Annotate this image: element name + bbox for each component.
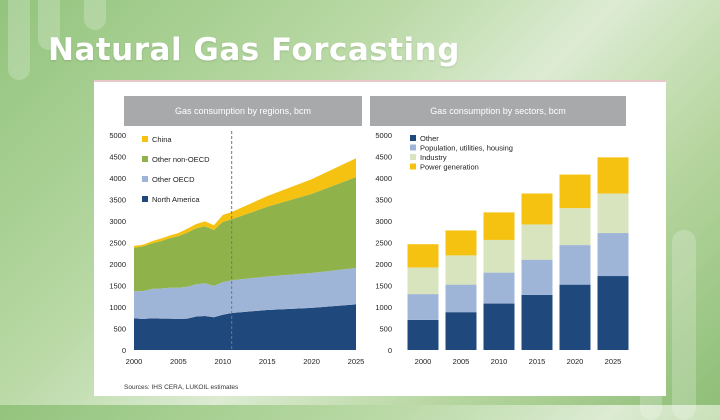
bar-segment-population-utilities-housing [483, 272, 515, 304]
sectors-x-tick-label: 2000 [415, 357, 432, 366]
bar-segment-other [407, 319, 439, 350]
regions-x-tick-label: 2025 [348, 357, 365, 366]
regions-x-tick-label: 2020 [303, 357, 320, 366]
regions-legend-label: Other OECD [152, 175, 195, 184]
sectors-x-tick-label: 2005 [453, 357, 470, 366]
regions-y-tick-label: 5000 [109, 131, 126, 140]
regions-x-tick-label: 2005 [170, 357, 187, 366]
regions-legend-swatch [142, 136, 148, 142]
sectors-y-tick-label: 1500 [375, 282, 392, 291]
sectors-x-tick-label: 2020 [567, 357, 584, 366]
sectors-y-tick-label: 3500 [375, 196, 392, 205]
regions-legend-label: Other non-OECD [152, 155, 210, 164]
sectors-y-tick-label: 2500 [375, 239, 392, 248]
sectors-legend-label: Other [420, 134, 439, 143]
sectors-y-tick-label: 5000 [375, 131, 392, 140]
bar-segment-industry [521, 224, 553, 260]
bar-segment-industry [445, 255, 477, 285]
bar-segment-other [597, 276, 629, 350]
bar-segment-population-utilities-housing [521, 259, 553, 295]
area-series-other-non-oecd [134, 177, 356, 292]
sectors-y-tick-label: 1000 [375, 303, 392, 312]
sectors-y-tick-label: 500 [379, 325, 392, 334]
bar-segment-power-generation [407, 244, 439, 268]
sectors-legend-label: Power generation [420, 163, 479, 172]
sectors-legend-label: Population, utilities, housing [420, 144, 513, 153]
regions-y-tick-label: 3000 [109, 217, 126, 226]
regions-y-tick-label: 4500 [109, 153, 126, 162]
regions-y-tick-label: 1000 [109, 303, 126, 312]
bar-segment-power-generation [445, 230, 477, 256]
bar-segment-other [483, 303, 515, 350]
regions-x-tick-label: 2000 [126, 357, 143, 366]
bar-segment-power-generation [559, 174, 591, 209]
regions-y-tick-label: 2000 [109, 260, 126, 269]
regions-legend-label: China [152, 135, 172, 144]
bar-segment-industry [559, 208, 591, 246]
bar-segment-industry [407, 267, 439, 295]
regions-legend-swatch [142, 196, 148, 202]
area-series-other-oecd [134, 267, 356, 319]
sectors-legend-swatch [410, 163, 416, 170]
sectors-y-tick-label: 3000 [375, 217, 392, 226]
regions-x-tick-label: 2015 [259, 357, 276, 366]
sectors-y-tick-label: 0 [388, 346, 392, 355]
sectors-y-tick-label: 4500 [375, 153, 392, 162]
regions-y-tick-label: 1500 [109, 282, 126, 291]
regions-x-tick-label: 2010 [214, 357, 231, 366]
sectors-x-tick-label: 2015 [529, 357, 546, 366]
bar-segment-other [445, 312, 477, 350]
area-series-north-america [134, 304, 356, 350]
bar-segment-population-utilities-housing [559, 245, 591, 285]
sectors-y-tick-label: 4000 [375, 174, 392, 183]
bar-segment-population-utilities-housing [407, 294, 439, 320]
charts-svg: 0500100015002000250030003500400045005000… [109, 131, 629, 366]
regions-y-tick-label: 0 [122, 346, 126, 355]
sectors-legend-swatch [410, 135, 416, 141]
bar-segment-other [521, 294, 553, 350]
background-decoration [38, 0, 60, 50]
background-decoration [672, 230, 696, 420]
sectors-chart-title: Gas consumption by sectors, bcm [370, 96, 626, 126]
source-note: Sources: IHS CERA, LUKOIL estimates [124, 384, 239, 391]
chart-panel: Gas consumption by regions, bcm Gas cons… [94, 80, 666, 396]
regions-y-tick-label: 2500 [109, 239, 126, 248]
regions-y-tick-label: 4000 [109, 174, 126, 183]
regions-legend-swatch [142, 176, 148, 182]
bar-segment-industry [597, 193, 629, 234]
bar-segment-other [559, 284, 591, 350]
sectors-y-tick-label: 2000 [375, 260, 392, 269]
background-decoration [84, 0, 106, 30]
regions-legend-swatch [142, 156, 148, 162]
regions-chart-title: Gas consumption by regions, bcm [124, 96, 362, 126]
sectors-x-tick-label: 2025 [605, 357, 622, 366]
sectors-legend-swatch [410, 144, 416, 151]
sectors-x-tick-label: 2010 [491, 357, 508, 366]
bar-segment-power-generation [597, 157, 629, 194]
bar-segment-power-generation [521, 193, 553, 225]
regions-legend-label: North America [152, 195, 200, 204]
bar-segment-population-utilities-housing [445, 284, 477, 313]
sectors-legend-swatch [410, 154, 416, 160]
background-decoration [8, 0, 30, 80]
slide-title: Natural Gas Forcasting [48, 32, 460, 68]
bar-segment-population-utilities-housing [597, 233, 629, 277]
regions-y-tick-label: 500 [113, 325, 126, 334]
regions-y-tick-label: 3500 [109, 196, 126, 205]
bar-segment-power-generation [483, 212, 515, 240]
sectors-legend-label: Industry [420, 153, 447, 162]
bar-segment-industry [483, 239, 515, 273]
